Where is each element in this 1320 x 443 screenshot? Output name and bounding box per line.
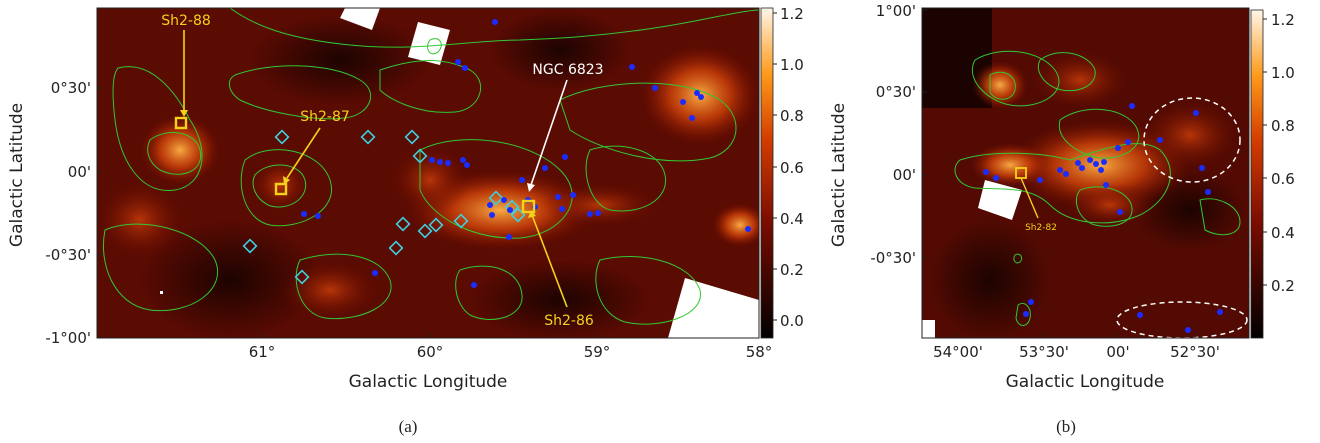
panel-b-colorbar-tick: 0.4 [1271,224,1295,242]
panel-b-image: Sh2-82 [922,8,1249,338]
label-sh2-87: Sh2-87 [300,109,350,125]
panel-b-y-axis-label: Galactic Latitude [829,103,849,247]
label-sh2-82: Sh2-82 [1025,223,1057,233]
panel-b-x-tick: 53°30' [1019,343,1069,361]
panel-a-x-axis-label: Galactic Longitude [349,372,508,392]
panel-b-blue-markers [983,103,1223,333]
panel-b-colorbar-tick: 0.2 [1271,277,1295,295]
panel-a-y-tick: -0°30' [45,246,91,264]
panel-a-blue-markers [301,19,751,288]
panel-a-colorbar-tick: 0.0 [780,312,804,330]
panel-b-y-tick: -0°30' [870,249,916,267]
panel-a-x-tick: 60° [417,343,444,361]
panel-b-x-tick: 00' [1106,343,1129,361]
panel-b-frame [921,7,1250,339]
label-sh2-86: Sh2-86 [544,313,594,329]
panel-a-colorbar-tick: 0.6 [780,159,804,177]
panel-b-colorbar-tick: 0.6 [1271,170,1295,188]
panel-a-y-tick: 00' [68,163,91,181]
panel-b-y-tick: 00' [893,166,916,184]
panel-a-tick-marks [97,87,760,339]
panel-a: Sh2-88 Sh2-87 NGC 6823 Sh2-86 61° 60° 59… [7,5,804,436]
panel-b-colorbar-tick: 1.0 [1271,64,1295,82]
panel-b-x-tick: 52°30' [1170,343,1220,361]
panel-a-x-tick: 59° [584,343,611,361]
panel-a-x-tick: 61° [249,343,276,361]
panel-a-y-tick: -1°00' [45,329,91,347]
panel-a-cyan-markers [242,129,526,285]
panel-a-caption: (a) [399,417,418,436]
panel-b-colorbar [1250,9,1264,339]
panel-b-tick-marks [922,9,1196,338]
panel-b-y-tick: 0°30' [876,83,916,101]
label-sh2-88: Sh2-88 [161,13,211,29]
panel-b-y-tick: 1°00' [876,2,916,20]
panel-b-x-tick: 54°00' [933,343,983,361]
panel-a-colorbar [760,7,774,339]
panel-a-y-tick: 0°30' [51,79,91,97]
panel-b-ellipses [1116,97,1248,338]
panel-a-hii-markers [174,116,536,214]
panel-b-x-axis-label: Galactic Longitude [1006,372,1165,392]
panel-b-colorbar-tick: 0.8 [1271,117,1295,135]
panel-a-colorbar-tick: 0.2 [780,261,804,279]
panel-b-contours [954,50,1241,326]
label-ngc-6823: NGC 6823 [532,62,603,78]
panel-a-colorbar-tick: 0.8 [780,107,804,125]
panel-b: Sh2-82 54°00' 53°30' 00' 52°30' 1°00' 0°… [829,2,1295,436]
panel-a-colorbar-tick: 1.0 [780,56,804,74]
panel-a-colorbar-tick: 1.2 [780,5,804,23]
panel-a-arrows [180,30,568,308]
panel-a-image: Sh2-88 Sh2-87 NGC 6823 Sh2-86 [97,8,759,338]
panel-a-colorbar-tick: 0.4 [780,210,804,228]
panel-b-colorbar-tick: 1.2 [1271,11,1295,29]
panel-a-contours [103,8,759,325]
panel-a-frame [96,7,760,339]
panel-a-y-axis-label: Galactic Latitude [7,103,27,247]
panel-a-x-tick: 58° [746,343,773,361]
panel-b-caption: (b) [1056,417,1076,436]
